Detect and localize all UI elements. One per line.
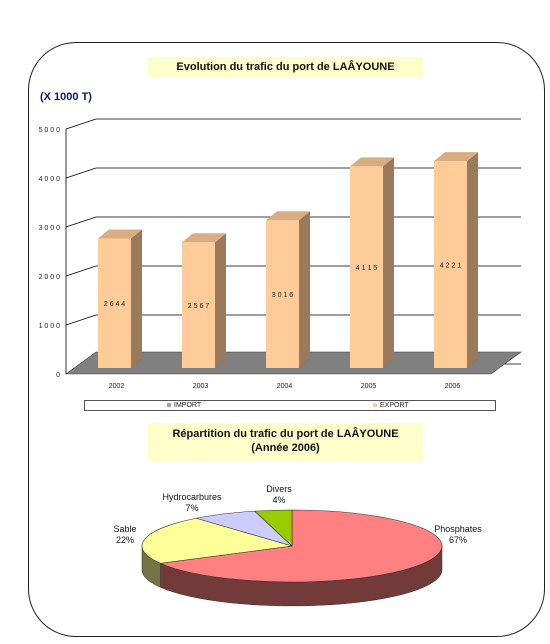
pie-label-hydrocarbures: Hydrocarbures: [162, 492, 222, 502]
pie-label-sable: Sable: [113, 524, 136, 534]
bar-side-export-2002: [131, 229, 142, 368]
bar-side-export-2005: [383, 157, 394, 368]
legend-label-import: IMPORT: [174, 402, 202, 409]
bar-top-2002: [98, 229, 142, 239]
pie-chart-subtitle: (Année 2006): [251, 442, 320, 454]
y-tick-label: 4 0 0 0: [39, 176, 61, 183]
pie-slice-sable: [141, 517, 293, 564]
bar-chart-legend: IMPORT EXPORT: [84, 400, 496, 411]
bar-top-2006: [434, 152, 478, 162]
bar-export-2002: [98, 238, 131, 368]
bar-top-2004: [266, 211, 310, 221]
data-label-export-2005: 4 1 1 5: [356, 265, 378, 272]
x-tick-label-2006: 2006: [445, 383, 461, 390]
pie-pct-phosphates: 67%: [449, 535, 467, 545]
gridline: [65, 118, 521, 130]
bar-side-export-2004: [299, 211, 310, 368]
x-tick-label-2003: 2003: [193, 383, 209, 390]
pie-chart-title: Répartition du trafic du port de LAÂYOUN…: [148, 423, 423, 461]
chart-frame: [28, 42, 545, 637]
legend-swatch-export: [373, 403, 377, 408]
bar-export-2006: [434, 161, 467, 368]
pie-label-divers: Divers: [266, 484, 292, 494]
data-label-export-2006: 4 2 2 1: [440, 263, 462, 270]
x-tick-label-2002: 2002: [109, 383, 125, 390]
data-label-export-2003: 2 5 6 7: [188, 303, 210, 310]
legend-item-import: IMPORT: [167, 402, 201, 410]
bar-export-2005: [350, 166, 383, 368]
legend-swatch-import: [167, 403, 171, 408]
legend-item-export: EXPORT: [373, 402, 409, 410]
pie-pct-hydrocarbures: 7%: [185, 503, 198, 513]
bar-top-2003: [182, 233, 226, 243]
bar-export-2004: [266, 220, 299, 368]
data-label-export-2004: 3 0 1 6: [272, 292, 294, 299]
bar-side-export-2003: [215, 233, 226, 368]
y-tick-label: 0: [56, 372, 60, 379]
bar-export-2003: [182, 242, 215, 368]
x-tick-label-2004: 2004: [277, 383, 293, 390]
y-axis-unit-label: (X 1000 T): [40, 91, 92, 103]
pie-chart-title-main: Répartition du trafic du port de LAÂYOUN…: [172, 428, 399, 440]
pie-slice-divers: [253, 509, 293, 547]
y-tick-label: 2 0 0 0: [39, 274, 61, 281]
pie-label-phosphates: Phosphates: [434, 524, 482, 534]
y-tick-label: 1 0 0 0: [39, 323, 61, 330]
y-tick-label: 3 0 0 0: [39, 225, 61, 232]
x-tick-label-2005: 2005: [361, 383, 377, 390]
pie-slice-phosphates: [159, 509, 443, 583]
bar-top-2005: [350, 157, 394, 167]
y-tick-label: 5 0 0 0: [39, 127, 61, 134]
pie-pct-divers: 4%: [272, 495, 285, 505]
data-label-export-2002: 2 6 4 4: [104, 301, 126, 308]
legend-label-export: EXPORT: [380, 402, 409, 409]
pie-pct-sable: 22%: [116, 535, 134, 545]
bar-side-export-2006: [467, 152, 478, 368]
bar-chart-title: Evolution du trafic du port de LAÂYOUNE: [148, 57, 423, 77]
